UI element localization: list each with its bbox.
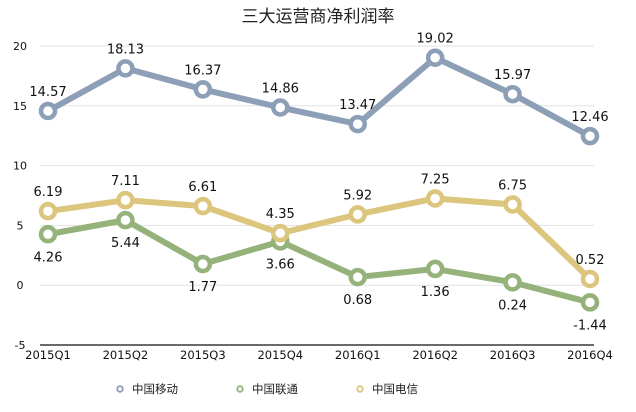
data-label: 0.52 [576,253,605,268]
y-tick-label: 10 [13,160,27,173]
data-point [503,273,522,292]
data-point [425,48,445,67]
data-point [348,205,367,224]
data-point [38,101,58,121]
data-label: 15.97 [494,68,531,83]
y-tick-label: 0 [17,279,24,292]
data-label: 14.57 [29,85,66,100]
data-label: 6.61 [188,180,217,195]
data-point [425,259,445,279]
y-axis-ticks: -5 0 5 10 15 20 [13,40,27,352]
data-point [38,225,58,244]
series-1 [38,48,600,146]
series-3 [38,189,600,289]
y-tick-label: -5 [15,339,26,352]
data-label: 1.36 [421,285,450,300]
series-line [45,195,593,282]
data-point [503,195,522,214]
series-line [45,54,593,140]
data-label: -1.44 [573,318,607,333]
x-tick-label: 2016Q2 [412,348,458,362]
x-tick-label: 2015Q4 [257,348,303,362]
data-label: 7.25 [421,172,450,187]
data-point [193,196,213,216]
y-tick-label: 5 [17,219,24,232]
legend-item: 中国联通 [236,382,298,396]
data-label: 0.68 [343,293,372,308]
data-point [271,98,290,117]
data-point [348,114,367,134]
data-point [116,190,135,210]
x-tick-label: 2016Q4 [567,348,613,362]
legend-item: 中国移动 [116,382,178,396]
data-point [193,254,213,274]
data-point [193,80,213,99]
data-point [116,59,135,78]
data-label: 13.47 [339,98,376,113]
data-point [580,293,600,312]
data-point [348,267,367,287]
legend-label: 中国电信 [372,382,418,396]
y-tick-label: 20 [13,40,27,53]
data-label: 6.19 [34,185,63,200]
x-tick-label: 2016Q1 [335,348,381,362]
series-layer [38,48,600,312]
data-label: 5.92 [343,188,372,203]
data-point [580,269,600,289]
data-label: 3.66 [266,257,295,272]
data-label: 5.44 [111,236,140,251]
x-tick-label: 2016Q3 [490,348,536,362]
data-point [38,201,58,221]
x-tick-label: 2015Q1 [25,348,71,362]
data-label: 6.75 [498,178,527,193]
data-label: 14.86 [262,81,299,96]
y-tick-label: 15 [13,100,27,113]
x-tick-label: 2015Q2 [103,348,149,362]
legend-label: 中国移动 [132,382,178,396]
data-point [425,189,445,208]
data-label: 19.02 [417,32,454,47]
legend-item: 中国电信 [356,382,418,396]
data-label: 7.11 [111,174,140,189]
x-tick-label: 2015Q3 [180,348,226,362]
data-label: 0.24 [498,298,527,313]
data-label: 12.46 [571,110,608,125]
data-point [503,84,522,104]
data-label: 4.35 [266,207,295,222]
data-labels: 14.57 18.13 16.37 14.86 13.47 19.02 15.97 12.46… [29,32,608,334]
data-point [580,126,600,146]
data-label: 16.37 [184,63,221,78]
x-axis-ticks: 2015Q1 2015Q2 2015Q3 2015Q4 2016Q1 2016Q2 2016… [25,348,613,362]
data-label: 1.77 [188,280,217,295]
series-2 [38,210,600,312]
data-point [271,223,290,243]
legend-label: 中国联通 [252,382,298,396]
legend-marker-icon [116,385,124,393]
chart-title: 三大运营商净利润率 [242,7,395,27]
data-label: 18.13 [107,42,144,57]
series-line [45,217,593,306]
data-label: 4.26 [34,250,63,265]
legend-marker-icon [356,385,364,393]
data-point [116,210,135,230]
legend: 中国移动 中国联通 中国电信 [116,382,418,396]
legend-marker-icon [236,385,244,393]
